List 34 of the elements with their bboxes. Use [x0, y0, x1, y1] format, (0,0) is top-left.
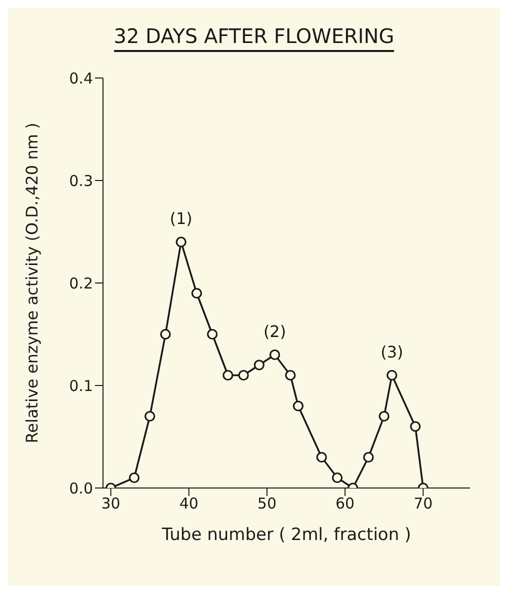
x-tick-label: 60	[336, 494, 355, 513]
point	[410, 421, 421, 432]
point	[176, 236, 186, 248]
point	[128, 472, 140, 484]
x-tick-label: 70	[414, 494, 433, 513]
point	[144, 410, 156, 422]
y-tick-label: 0.4	[69, 69, 93, 88]
point	[269, 349, 280, 360]
point	[238, 370, 249, 381]
annotation: (3)	[380, 342, 404, 362]
x-axis-title: Tube number ( 2ml, fraction )	[160, 525, 412, 545]
x-tick-label: 30	[101, 494, 120, 513]
point	[292, 400, 304, 412]
y-tick-label: 0.0	[69, 479, 93, 498]
point	[207, 328, 218, 340]
point	[254, 360, 264, 370]
point	[332, 472, 343, 484]
point	[378, 410, 390, 422]
annotation: (1)	[170, 209, 192, 228]
chart-title: 32 DAYS AFTER FLOWERING	[114, 24, 394, 52]
x-tick-label: 50	[257, 494, 277, 513]
y-tick-label: 0.2	[69, 274, 93, 292]
y-tick-label: 0.1	[69, 376, 93, 395]
point	[222, 370, 234, 381]
y-tick-label: 0.3	[69, 172, 93, 190]
point	[386, 370, 398, 381]
point	[316, 452, 327, 463]
point	[363, 452, 374, 463]
y-axis-title: Relative enzyme activity (O.D.,420 nm )	[22, 122, 42, 444]
point	[191, 288, 202, 299]
point	[285, 370, 296, 381]
point	[160, 328, 171, 340]
x-tick-label: 40	[179, 494, 198, 513]
annotation: (2)	[263, 322, 286, 341]
